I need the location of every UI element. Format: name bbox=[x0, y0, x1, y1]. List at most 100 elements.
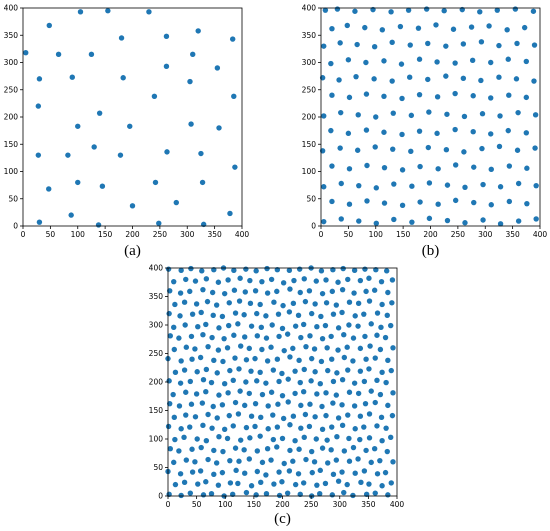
point bbox=[388, 322, 394, 329]
point bbox=[319, 426, 326, 433]
point bbox=[254, 448, 261, 454]
point bbox=[259, 346, 265, 353]
point bbox=[346, 322, 352, 328]
point bbox=[313, 436, 319, 442]
point bbox=[468, 24, 475, 30]
point bbox=[219, 469, 226, 476]
point bbox=[275, 311, 282, 317]
y-tick-label: 200 bbox=[4, 113, 19, 122]
point bbox=[408, 148, 414, 155]
point bbox=[385, 492, 391, 498]
point bbox=[215, 482, 222, 488]
point bbox=[242, 289, 248, 295]
point bbox=[346, 389, 353, 395]
point bbox=[460, 41, 467, 47]
y-tick-label: 350 bbox=[4, 31, 19, 40]
axes-frame bbox=[320, 7, 541, 227]
point bbox=[156, 220, 162, 226]
point bbox=[254, 333, 261, 339]
point bbox=[361, 424, 367, 430]
x-tick-label: 150 bbox=[396, 230, 411, 239]
point bbox=[385, 357, 391, 364]
point bbox=[258, 324, 265, 330]
point bbox=[241, 312, 247, 318]
x-tick-label: 100 bbox=[369, 230, 384, 239]
point bbox=[219, 402, 226, 408]
point bbox=[243, 424, 250, 431]
point bbox=[237, 388, 243, 394]
point bbox=[324, 345, 330, 351]
point bbox=[165, 423, 172, 430]
point bbox=[373, 114, 379, 120]
point bbox=[300, 480, 307, 486]
point bbox=[308, 378, 314, 384]
point bbox=[345, 412, 351, 418]
point bbox=[214, 370, 220, 376]
point bbox=[292, 390, 298, 397]
point bbox=[151, 93, 158, 99]
point bbox=[350, 444, 357, 451]
point bbox=[312, 414, 318, 420]
point bbox=[205, 411, 211, 418]
point bbox=[372, 490, 378, 496]
point bbox=[426, 180, 433, 186]
point bbox=[214, 65, 221, 71]
point bbox=[286, 309, 293, 315]
point bbox=[373, 185, 379, 191]
point bbox=[351, 380, 358, 386]
point bbox=[163, 63, 170, 70]
point bbox=[232, 355, 238, 361]
point bbox=[381, 93, 387, 99]
y-tick-label: 0 bbox=[311, 222, 316, 231]
point bbox=[192, 278, 199, 284]
point bbox=[362, 266, 368, 272]
point bbox=[248, 368, 254, 374]
point bbox=[335, 279, 341, 285]
point bbox=[363, 91, 370, 97]
point bbox=[187, 288, 193, 295]
point bbox=[270, 367, 277, 373]
point bbox=[361, 468, 368, 474]
point bbox=[253, 268, 259, 274]
point bbox=[515, 180, 522, 187]
point bbox=[209, 425, 215, 431]
point bbox=[357, 436, 363, 443]
point bbox=[205, 456, 211, 463]
point bbox=[166, 378, 172, 384]
caption: (a) bbox=[124, 243, 141, 259]
x-tick-label: 350 bbox=[207, 230, 222, 239]
point bbox=[215, 279, 222, 285]
point bbox=[504, 27, 510, 33]
point bbox=[166, 310, 172, 317]
point bbox=[452, 60, 458, 66]
point bbox=[524, 200, 530, 207]
point bbox=[65, 152, 71, 158]
point bbox=[323, 390, 329, 396]
point bbox=[215, 347, 222, 353]
point bbox=[322, 322, 329, 329]
point bbox=[461, 149, 467, 155]
point bbox=[230, 423, 236, 429]
point bbox=[173, 199, 179, 206]
point bbox=[247, 300, 254, 307]
point bbox=[75, 123, 81, 129]
point bbox=[378, 324, 384, 330]
point bbox=[292, 481, 299, 488]
y-tick-label: 50 bbox=[306, 194, 316, 203]
point bbox=[189, 311, 196, 317]
point bbox=[323, 300, 330, 306]
point bbox=[497, 113, 503, 119]
point bbox=[224, 435, 231, 442]
point bbox=[243, 489, 250, 496]
point bbox=[391, 181, 397, 187]
point bbox=[238, 437, 244, 443]
point bbox=[524, 165, 530, 171]
y-tick-label: 200 bbox=[149, 378, 164, 387]
point bbox=[390, 146, 396, 152]
point bbox=[441, 8, 447, 14]
point bbox=[407, 42, 413, 48]
point bbox=[146, 9, 152, 15]
point bbox=[497, 184, 504, 190]
point bbox=[388, 434, 394, 440]
point bbox=[211, 471, 217, 478]
